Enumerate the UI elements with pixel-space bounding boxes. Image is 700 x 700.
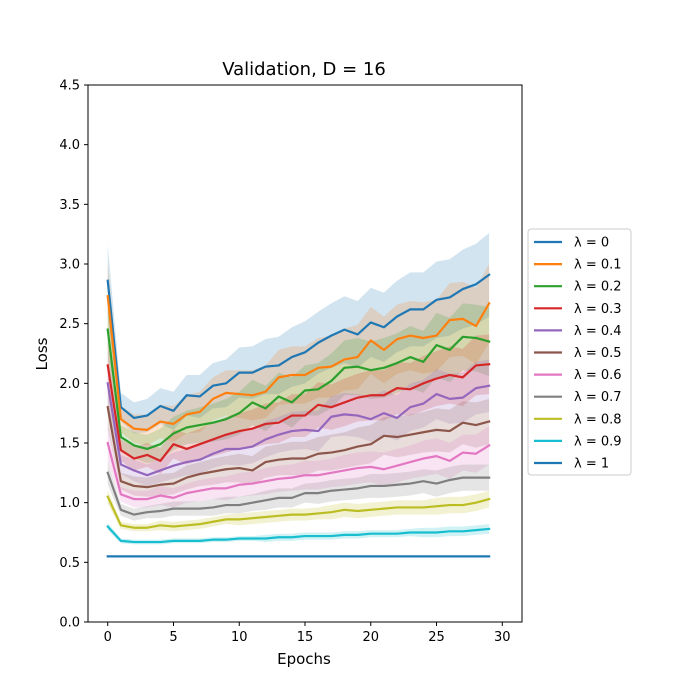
chart-title: Validation, D = 16 bbox=[222, 59, 386, 80]
legend: λ = 0 λ = 0.1 λ = 0.2 λ = 0.3 λ = 0.4 λ = 0.5… bbox=[527, 228, 632, 476]
y-tick-label-8: 4.0 bbox=[59, 138, 80, 153]
band-series-5 bbox=[107, 385, 490, 497]
x-tick-label-0: 0 bbox=[104, 630, 112, 645]
line-series-4 bbox=[106, 382, 491, 477]
line-series-2 bbox=[106, 328, 491, 451]
legend-label-5: λ = 0.5 bbox=[574, 346, 622, 361]
x-tick-label-5: 25 bbox=[428, 630, 445, 645]
line-series-7 bbox=[106, 471, 491, 516]
line-series-0 bbox=[106, 273, 491, 420]
y-tick-label-5: 2.5 bbox=[59, 317, 80, 332]
x-tick-label-2: 10 bbox=[231, 630, 248, 645]
band-series-8 bbox=[107, 489, 490, 532]
x-tick-label-4: 20 bbox=[362, 630, 379, 645]
line-series-5 bbox=[106, 405, 491, 489]
y-tick-label-1: 0.5 bbox=[59, 556, 80, 571]
line-series-6 bbox=[106, 441, 491, 501]
x-axis-ticks: 0 5 10 15 20 25 30 bbox=[104, 622, 511, 645]
y-axis-ticks: 0.0 0.5 1.0 1.5 2.0 2.5 3.0 3.5 4.0 4.5 bbox=[59, 79, 88, 631]
y-tick-label-7: 3.5 bbox=[59, 198, 80, 213]
y-tick-label-4: 2.0 bbox=[59, 377, 80, 392]
legend-label-1: λ = 0.1 bbox=[574, 258, 622, 273]
line-series-9 bbox=[106, 524, 491, 544]
series-lines bbox=[106, 273, 491, 558]
x-tick-label-1: 5 bbox=[169, 630, 177, 645]
line-series-1 bbox=[106, 295, 491, 431]
legend-label-9: λ = 0.9 bbox=[574, 434, 622, 449]
line-series-3 bbox=[106, 363, 491, 462]
line-series-8 bbox=[106, 495, 491, 529]
legend-label-10: λ = 1 bbox=[574, 457, 609, 472]
y-tick-label-9: 4.5 bbox=[59, 79, 80, 94]
x-axis-label: Epochs bbox=[277, 650, 331, 668]
y-tick-label-6: 3.0 bbox=[59, 258, 80, 273]
legend-frame bbox=[527, 228, 632, 476]
legend-label-4: λ = 0.4 bbox=[574, 324, 622, 339]
legend-label-2: λ = 0.2 bbox=[574, 280, 622, 295]
x-tick-label-3: 15 bbox=[297, 630, 314, 645]
y-axis-label: Loss bbox=[33, 337, 51, 370]
y-tick-label-2: 1.0 bbox=[59, 496, 80, 511]
legend-label-8: λ = 0.8 bbox=[574, 412, 622, 427]
legend-label-7: λ = 0.7 bbox=[574, 390, 622, 405]
legend-label-3: λ = 0.3 bbox=[574, 302, 622, 317]
legend-label-6: λ = 0.6 bbox=[574, 368, 622, 383]
y-tick-label-0: 0.0 bbox=[59, 616, 80, 631]
band-series-6 bbox=[107, 425, 490, 508]
band-series-7 bbox=[107, 460, 490, 521]
band-series-4 bbox=[107, 359, 490, 486]
band-series-3 bbox=[107, 334, 490, 475]
x-tick-label-6: 30 bbox=[494, 630, 511, 645]
y-tick-label-3: 1.5 bbox=[59, 437, 80, 452]
band-series-0 bbox=[107, 232, 490, 434]
band-series-9 bbox=[107, 522, 490, 545]
legend-label-0: λ = 0 bbox=[574, 236, 609, 251]
